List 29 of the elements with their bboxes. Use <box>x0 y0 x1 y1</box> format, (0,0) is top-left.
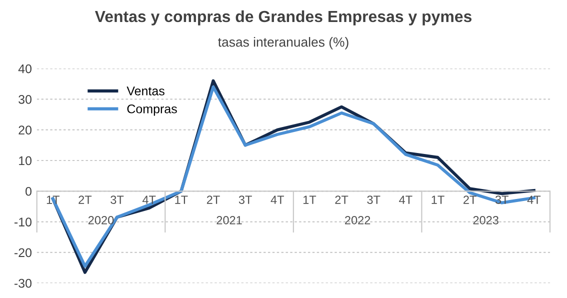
chart-title: Ventas y compras de Grandes Empresas y pymes <box>94 10 472 26</box>
x-tick-label: 2T <box>206 196 220 204</box>
x-tick-label: 2T <box>78 196 92 204</box>
x-tick-label: 3T <box>238 196 252 204</box>
y-tick-label: 10 <box>19 156 32 166</box>
y-tick-label: -10 <box>14 218 32 226</box>
x-tick-label: 4T <box>270 196 284 204</box>
annotation: 2022 <box>345 216 370 224</box>
x-tick-label: 1T <box>175 196 188 204</box>
annotation: 2023 <box>473 216 498 224</box>
y-tick-label: 0 <box>26 186 32 196</box>
x-tick-label: 4T <box>399 196 412 204</box>
annotation: 2020 <box>88 216 114 224</box>
x-tick-label: 2T <box>335 196 348 204</box>
annotation: 2021 <box>216 216 242 224</box>
legend-label: Compras <box>127 104 177 116</box>
y-tick-label: 30 <box>18 94 32 104</box>
x-tick-label: 3T <box>367 196 380 204</box>
y-tick-label: -30 <box>14 278 32 288</box>
y-tick-label: -20 <box>14 248 32 258</box>
chart-subtitle: tasas interanuales (%) <box>218 37 348 50</box>
legend-label: Ventas <box>126 86 164 96</box>
y-tick-label: 40 <box>18 64 32 74</box>
x-tick-label: 4T <box>142 196 156 204</box>
x-tick-label: 1T <box>432 196 444 204</box>
y-tick-label: 20 <box>18 126 32 134</box>
x-tick-label: 2T <box>464 196 476 204</box>
x-tick-label: 3T <box>110 196 124 204</box>
x-tick-label: 1T <box>303 196 316 204</box>
